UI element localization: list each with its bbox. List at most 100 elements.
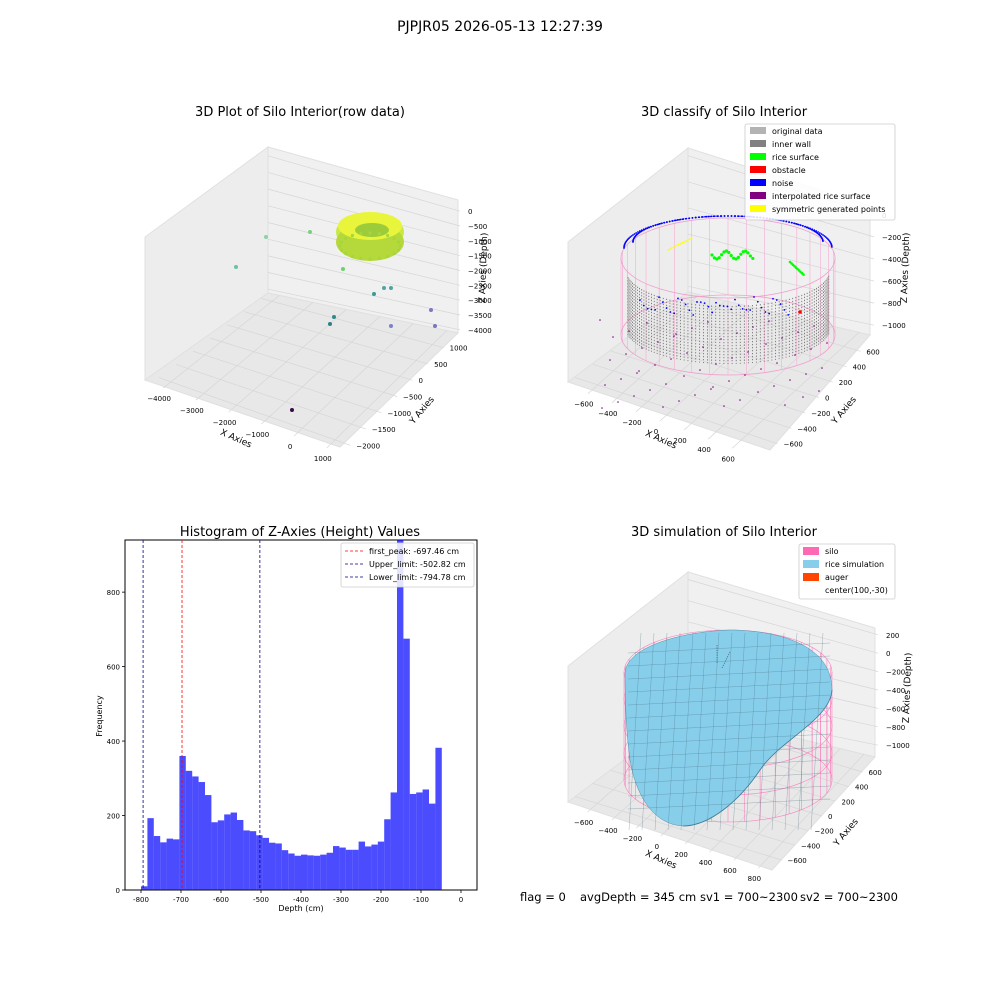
y-tick-label: 0 — [116, 887, 120, 895]
legend-entry: Lower_limit: -794.78 cm — [369, 573, 466, 582]
noise-point — [654, 224, 657, 226]
histogram-bar — [275, 843, 282, 890]
interpolated-surface-point — [702, 346, 704, 348]
y-tick-label: −200 — [811, 410, 830, 418]
z-gridline — [267, 238, 461, 286]
legend-entry: rice simulation — [825, 560, 884, 569]
panel2-legend: original data inner wall rice surface obsta… — [744, 123, 896, 221]
noise-point — [793, 222, 795, 225]
histogram-bar — [173, 839, 180, 890]
legend-swatch — [750, 192, 766, 199]
interpolated-surface-point — [625, 353, 627, 355]
histogram-bar — [281, 850, 289, 890]
noise-point — [701, 216, 704, 218]
panel3-title: Histogram of Z-Axies (Height) Values — [180, 525, 420, 540]
x-tick-label: -200 — [373, 896, 389, 904]
noise-point — [803, 225, 806, 228]
rice-surface-point — [727, 250, 731, 255]
y-gridline — [260, 298, 444, 348]
rice-mesh-line — [693, 632, 707, 831]
rice-mesh-line — [627, 785, 831, 797]
symmetric-point — [676, 244, 678, 247]
z-gridline — [267, 272, 461, 316]
rice-surface-edge — [682, 689, 833, 827]
histogram-bar — [294, 855, 301, 890]
x-gridline — [635, 306, 753, 413]
noise-point — [787, 313, 790, 316]
histogram-bar — [141, 886, 148, 890]
rice-mesh-line — [732, 632, 746, 831]
z-gridline — [267, 155, 461, 212]
z-gridline — [687, 285, 875, 326]
raw-cluster-point — [398, 244, 402, 248]
raw-data-point — [382, 286, 386, 290]
interpolated-surface-point — [805, 373, 807, 375]
interpolated-surface-point — [794, 354, 796, 356]
y-tick-label: 200 — [839, 379, 852, 387]
noise-point — [788, 221, 790, 223]
noise-point — [668, 220, 671, 223]
raw-cluster-point — [344, 252, 348, 256]
symmetric-point — [690, 237, 693, 240]
histogram-bar — [211, 822, 218, 890]
noise-point — [669, 311, 672, 313]
histogram-bar — [179, 755, 186, 890]
interpolated-surface-point — [715, 363, 717, 365]
figure-title: PJPJR05 2026-05-13 12:27:39 — [397, 19, 603, 35]
x-tick-label: −200 — [622, 419, 641, 427]
y-tick-label: −2000 — [356, 442, 380, 450]
interpolated-surface-point — [789, 379, 791, 381]
x-tick-label: 200 — [673, 437, 686, 445]
x-tick-label: 400 — [697, 446, 710, 454]
histogram-bar — [320, 854, 327, 890]
histogram-bar — [313, 855, 321, 890]
histogram-xlabel: Depth (cm) — [278, 904, 323, 913]
x-tick-label: 1000 — [314, 455, 332, 463]
z-tick-label: 200 — [886, 632, 899, 640]
x-tick-label: -400 — [293, 896, 309, 904]
x-tick-label: -500 — [253, 896, 269, 904]
y-tick-label: 600 — [866, 348, 879, 356]
legend-box — [340, 542, 475, 588]
noise-point — [711, 311, 714, 314]
noise-point — [715, 301, 717, 304]
legend-swatch — [750, 179, 766, 186]
noise-point — [749, 309, 752, 311]
rice-surface-point — [736, 255, 741, 259]
noise-point — [722, 305, 725, 307]
interpolated-surface-point — [723, 405, 725, 407]
noise-point — [705, 215, 708, 218]
z-tick-label: −200 — [886, 669, 905, 677]
rice-mesh-line — [627, 772, 831, 784]
rice-mesh-line — [810, 632, 824, 831]
y-gridline — [209, 337, 398, 397]
y-tick-label: −500 — [403, 394, 422, 402]
z-gridline — [267, 288, 461, 331]
histogram-bar — [326, 852, 333, 890]
symmetric-point — [668, 248, 671, 251]
rice-surface-point — [715, 257, 719, 261]
raw-data-point — [264, 235, 268, 239]
y-tick-label: 0 — [825, 395, 829, 403]
y-tick-label: 200 — [841, 798, 854, 806]
raw-data-point — [389, 324, 393, 328]
noise-point — [723, 215, 726, 217]
z-tick-label: −1500 — [468, 253, 492, 261]
rice-surface-point — [710, 253, 714, 257]
rice-surface-point — [717, 256, 721, 260]
raw-cluster-point — [344, 236, 348, 240]
rice-surface-point — [729, 253, 733, 258]
noise-point — [807, 227, 810, 230]
y-tick-label: 400 — [853, 364, 866, 372]
histogram-bar — [217, 820, 225, 890]
noise-point — [710, 215, 713, 218]
noise-point — [699, 301, 702, 304]
interpolated-surface-point — [633, 395, 635, 397]
noise-point — [785, 220, 788, 223]
histogram-bar — [371, 844, 378, 890]
noise-point — [737, 304, 740, 307]
raw-cluster-point — [386, 254, 390, 259]
interpolated-surface-point — [710, 388, 712, 390]
noise-point — [663, 221, 665, 224]
